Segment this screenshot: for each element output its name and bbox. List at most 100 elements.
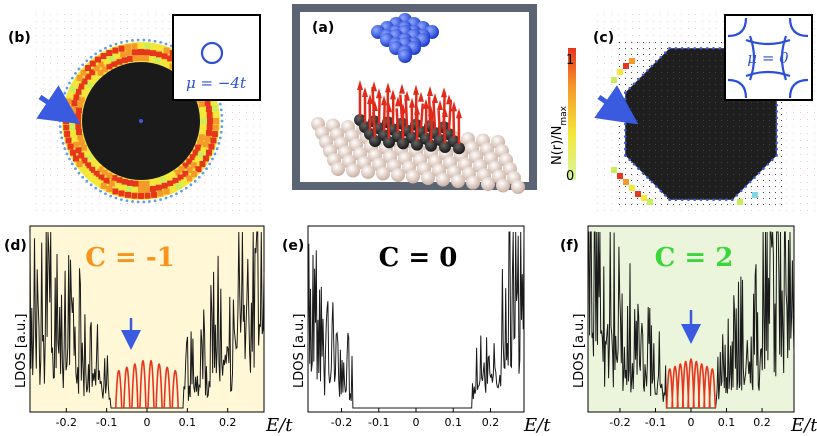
ldos-pixel xyxy=(149,185,156,192)
ldos-pixel xyxy=(63,118,69,124)
ldos-pixel xyxy=(186,158,193,165)
ldos-pixel xyxy=(182,162,189,169)
ldos-pixel xyxy=(81,157,88,164)
spin-arrow-head xyxy=(362,87,368,97)
ldos-pixel xyxy=(100,53,107,60)
boundary-site xyxy=(94,186,98,190)
ldos-pixel xyxy=(116,177,123,184)
x-tick-label: -0.2 xyxy=(609,416,630,429)
spin-arrow xyxy=(377,93,381,125)
boundary-site xyxy=(184,186,188,190)
boundary-site xyxy=(655,185,658,188)
ldos-pixel xyxy=(80,69,87,76)
panel-f-label: (f) xyxy=(560,238,579,254)
ldos-pixel xyxy=(195,166,202,173)
ldos-pixel xyxy=(73,141,80,148)
spin-arrow-head xyxy=(372,101,378,111)
ldos-pixel xyxy=(116,58,123,65)
spin-arrow-head xyxy=(432,93,438,103)
ldos-pixel xyxy=(629,58,635,64)
boundary-site xyxy=(114,196,118,200)
ldos-pixel xyxy=(75,147,82,154)
boundary-site xyxy=(731,198,734,202)
ldos-pixel xyxy=(84,171,91,178)
edge-state-peak xyxy=(163,366,171,409)
ldos-pixel xyxy=(75,112,82,119)
x-tick-label: 0.2 xyxy=(219,416,237,429)
x-tick-label: 0.2 xyxy=(482,416,500,429)
x-tick-label: -0.1 xyxy=(368,416,389,429)
ldos-pixel xyxy=(210,137,217,144)
boundary-site xyxy=(775,103,779,107)
ldos-pixel xyxy=(212,111,219,118)
ldos-pixel xyxy=(161,182,168,189)
boundary-site xyxy=(220,125,224,129)
panel-c-label: (c) xyxy=(593,30,614,46)
xlabel-e: E/t xyxy=(523,415,551,436)
boundary-site xyxy=(164,42,168,46)
ldos-pixel xyxy=(138,193,144,199)
substrate-with-spins xyxy=(311,80,525,194)
edge-state-peak xyxy=(123,366,131,409)
spin-arrow-head xyxy=(367,94,373,104)
ldos-pixel xyxy=(174,169,181,176)
ldos-pixel xyxy=(154,57,161,64)
boundary-site xyxy=(60,136,64,140)
ldos-pixel xyxy=(118,45,125,52)
boundary-site xyxy=(220,119,224,123)
fermi-surface-circle xyxy=(200,41,224,65)
ldos-pixel xyxy=(112,47,119,54)
spin-arrow-head xyxy=(442,107,448,117)
magnetic-atom xyxy=(383,136,395,149)
boundary-site xyxy=(218,136,222,140)
substrate-atom xyxy=(376,166,390,181)
center-site xyxy=(139,119,143,123)
edge-arrow-c xyxy=(594,85,639,125)
ldos-pixel xyxy=(70,149,77,156)
boundary-site xyxy=(74,167,77,171)
boundary-site xyxy=(775,141,779,145)
substrate-atom xyxy=(466,175,480,190)
boundary-site xyxy=(220,113,224,117)
edge-state-peak xyxy=(147,359,155,409)
ldos-pixel xyxy=(111,60,118,67)
boundary-site xyxy=(693,198,697,202)
spin-arrow-head xyxy=(418,91,424,102)
ldos-pixel xyxy=(737,199,743,205)
ldos-pixel xyxy=(73,94,80,101)
ldos-pixel xyxy=(70,106,77,113)
boundary-site xyxy=(65,152,69,156)
ldos-pixel xyxy=(169,185,176,192)
ldos-pixel xyxy=(155,184,162,191)
spin-arrow-head xyxy=(385,82,391,93)
boundary-site xyxy=(775,128,779,132)
tip-atom xyxy=(398,49,412,63)
panel-b-label: (b) xyxy=(8,30,31,46)
ldos-pixel xyxy=(106,185,113,192)
spin-arrow-head xyxy=(423,98,429,109)
ldos-pixel xyxy=(163,188,170,195)
ldos-pixel xyxy=(85,162,92,169)
boundary-site xyxy=(659,189,663,193)
boundary-site xyxy=(142,200,146,204)
inset-b-mu: μ = −4t xyxy=(186,74,247,92)
spin-arrow-head xyxy=(390,89,396,100)
ldos-pixel xyxy=(120,184,127,191)
boundary-site xyxy=(757,171,761,175)
ldos-pixel xyxy=(151,44,158,51)
substrate-atom xyxy=(451,174,465,188)
boundary-site xyxy=(718,198,722,202)
x-tick-label: -0.2 xyxy=(331,416,352,429)
boundary-site xyxy=(104,192,107,196)
ldos-pixel xyxy=(164,60,171,67)
ldos-pixel xyxy=(89,158,96,165)
ldos-pixel xyxy=(206,111,213,118)
ldos-pixel xyxy=(204,100,211,107)
ldos-pixel xyxy=(149,50,156,57)
ldos-pixel xyxy=(114,182,121,189)
ldos-pixel xyxy=(167,55,174,62)
ldos-pixel xyxy=(69,111,76,118)
ldos-pixel xyxy=(73,155,80,162)
x-ticks-e: -0.2 -0.1 0 0.1 0.2 xyxy=(331,408,499,429)
spin-arrow xyxy=(452,107,456,138)
